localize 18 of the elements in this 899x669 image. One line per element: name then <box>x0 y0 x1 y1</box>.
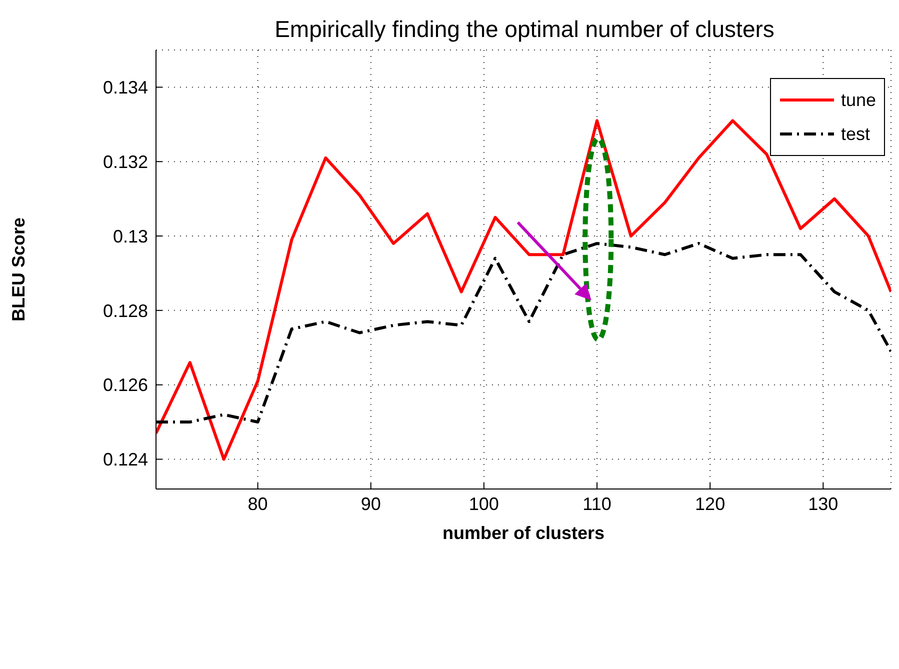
legend-label: test <box>840 124 870 144</box>
y-tick-label: 0.128 <box>102 300 148 321</box>
y-tick-label: 0.132 <box>102 152 148 172</box>
line-series <box>156 119 891 461</box>
y-tick-label: 0.134 <box>102 78 148 98</box>
y-tick-label: 0.13 <box>112 226 148 246</box>
chart-title: Empirically finding the optimal number of clusters <box>274 16 776 43</box>
x-axis-title: number of clusters <box>442 523 605 543</box>
x-tick-label: 110 <box>582 494 612 514</box>
x-tick-label: 90 <box>360 494 381 514</box>
y-axis-title: BLEU Score <box>8 217 28 322</box>
y-tick-label: 0.126 <box>102 375 148 396</box>
x-tick-label: 130 <box>808 494 838 514</box>
x-tick-label: 80 <box>248 494 268 514</box>
legend-label: tune <box>840 90 876 110</box>
x-tick-label: 120 <box>695 494 726 514</box>
x-tick-label: 100 <box>468 494 499 514</box>
y-tick-label: 0.124 <box>102 450 148 470</box>
